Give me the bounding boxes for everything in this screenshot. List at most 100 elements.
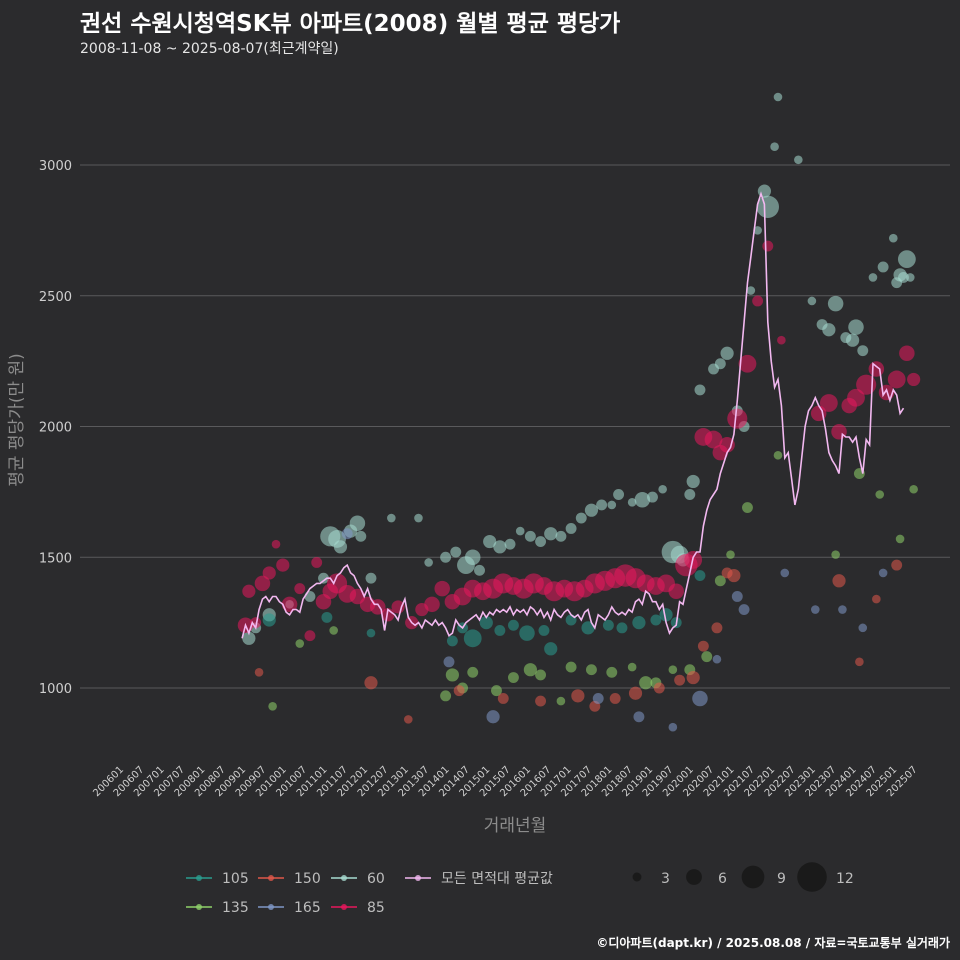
point-85	[434, 580, 450, 597]
size-legend-item: 9	[741, 865, 786, 889]
point-135	[606, 666, 618, 678]
point-135	[556, 696, 566, 706]
point-150	[891, 559, 903, 571]
legend: 105 150 60 모든 면적대 평균값 135 165 85 3 6 9 12	[186, 862, 854, 916]
point-150	[453, 685, 465, 697]
point-60	[686, 474, 700, 489]
point-85	[250, 617, 262, 629]
point-135	[726, 550, 735, 559]
y-axis-ticks: 1000 1500 2000 2500 3000	[39, 159, 72, 697]
point-85	[868, 361, 885, 377]
point-85	[762, 240, 774, 252]
y-tick-label: 1500	[39, 551, 72, 566]
point-60	[827, 295, 844, 312]
legend-label: 105	[222, 871, 249, 887]
point-135	[668, 665, 678, 674]
point-135	[701, 651, 713, 663]
point-85	[899, 345, 915, 362]
point-165	[858, 623, 868, 633]
size-legend-label: 9	[777, 871, 786, 887]
point-60	[756, 195, 780, 219]
size-legend-circle	[741, 865, 765, 889]
point-60	[877, 261, 889, 273]
chart-subtitle: 2008-11-08 ~ 2025-08-07(최근계약일)	[80, 41, 339, 57]
point-85	[276, 558, 290, 572]
point-105	[519, 625, 535, 641]
series-line-average	[241, 191, 905, 639]
size-legend-label: 3	[661, 871, 670, 887]
point-85	[777, 335, 786, 345]
legend-label: 모든 면적대 평균값	[441, 871, 553, 887]
point-165	[878, 568, 888, 578]
point-105	[650, 614, 662, 626]
point-60	[848, 319, 864, 335]
point-60	[414, 513, 423, 523]
point-85	[271, 539, 281, 549]
point-135	[445, 668, 459, 682]
point-60	[647, 491, 658, 503]
point-165	[692, 690, 708, 707]
point-60	[898, 271, 909, 283]
point-135	[585, 664, 597, 676]
point-60	[450, 546, 462, 558]
point-150	[686, 670, 700, 685]
point-60	[535, 536, 547, 548]
point-60	[355, 530, 367, 542]
point-105	[507, 619, 519, 631]
point-85	[847, 388, 865, 407]
point-60	[440, 551, 452, 563]
point-60	[694, 384, 706, 396]
point-60	[889, 233, 898, 243]
point-150	[711, 622, 723, 634]
legend-swatch-dot	[415, 875, 421, 881]
point-135	[268, 702, 277, 711]
legend-label: 135	[222, 900, 249, 916]
point-60	[897, 250, 916, 269]
point-150	[832, 574, 846, 588]
point-135	[714, 575, 726, 587]
size-legend-label: 6	[718, 871, 727, 887]
point-105	[494, 625, 506, 636]
point-105	[694, 570, 706, 582]
size-legend-circle	[797, 862, 827, 892]
point-105	[616, 622, 628, 634]
point-105	[262, 613, 276, 627]
point-60	[773, 92, 783, 102]
point-165	[592, 693, 604, 704]
legend-swatch-dot	[341, 904, 347, 910]
point-60	[753, 226, 762, 235]
point-60	[365, 572, 377, 584]
point-135	[909, 484, 918, 494]
point-85	[907, 372, 921, 387]
point-60	[565, 523, 577, 534]
legend-swatch-dot	[341, 875, 347, 881]
size-legend-circle	[632, 872, 642, 882]
point-150	[403, 715, 413, 724]
point-85	[704, 430, 723, 449]
point-165	[838, 605, 847, 614]
point-150	[674, 674, 686, 686]
point-105	[602, 619, 614, 631]
point-135	[627, 662, 637, 672]
size-legend-label: 12	[836, 871, 854, 887]
legend-label: 85	[367, 900, 385, 916]
point-60	[905, 273, 915, 282]
point-165	[712, 654, 722, 664]
point-165	[780, 568, 790, 578]
point-165	[668, 722, 678, 732]
legend-label: 165	[294, 900, 321, 916]
point-85	[281, 596, 298, 613]
point-85	[887, 370, 906, 389]
point-60	[333, 540, 348, 554]
point-60	[575, 512, 587, 524]
point-60	[807, 296, 817, 306]
point-60	[504, 538, 516, 550]
point-60	[720, 346, 734, 360]
point-135	[773, 450, 783, 460]
scatter-points	[237, 92, 921, 732]
point-165	[731, 591, 743, 602]
point-85	[719, 437, 735, 453]
point-165	[810, 605, 820, 614]
point-60	[304, 591, 316, 602]
legend-item: 165	[258, 900, 321, 916]
